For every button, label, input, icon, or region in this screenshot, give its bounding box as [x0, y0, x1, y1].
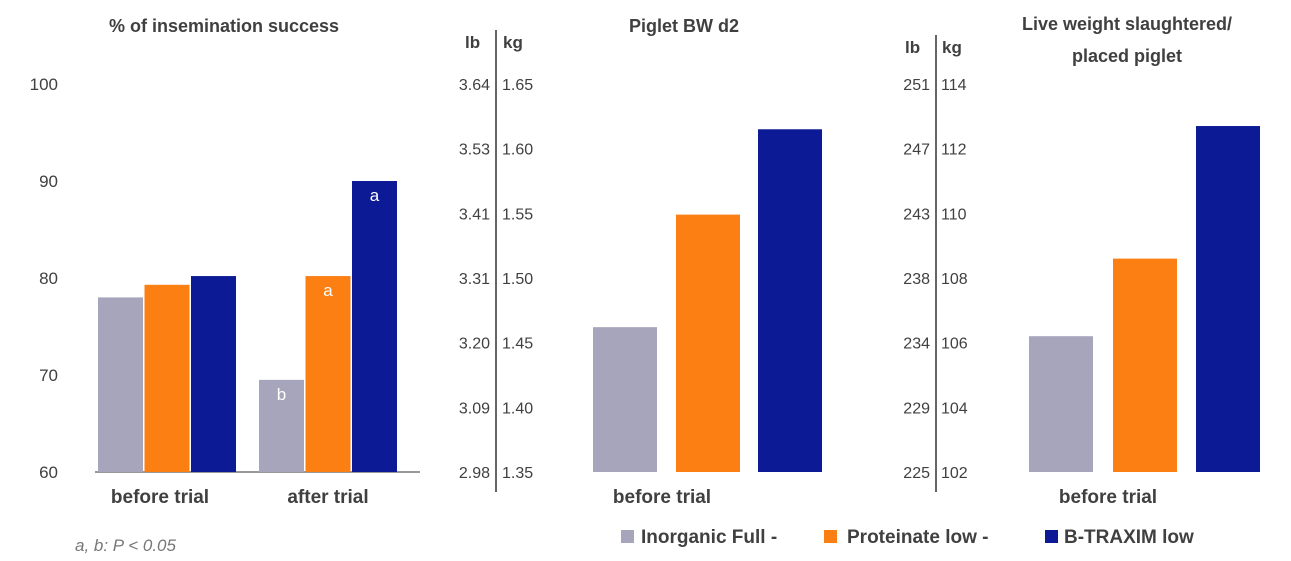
significance-letter: a [370, 186, 380, 205]
piglet-bw-chart: lb kg Piglet BW d2 2.98 1.35 3.09 1.40 3.20 1… [459, 16, 822, 508]
bar [352, 181, 397, 472]
y-tick-label-kg: 1.60 [502, 142, 533, 159]
y-tick-label-lb: 234 [903, 336, 930, 353]
bar [259, 379, 304, 472]
y-tick-label-kg: 102 [941, 465, 968, 482]
significance-letter: a [323, 281, 333, 300]
piglet-bw-kg-unit: kg [503, 33, 523, 52]
insemination-chart: % of insemination success 60 70 80 90 100 b a… [30, 16, 420, 555]
y-tick-label-lb: 229 [903, 400, 930, 417]
legend-label-proteinate: Proteinate low - [847, 527, 988, 548]
live-weight-category-label: before trial [1059, 487, 1157, 508]
live-weight-bars [1029, 126, 1260, 473]
insemination-category-label: after trial [287, 487, 368, 508]
y-tick-label-lb: 251 [903, 77, 930, 94]
y-tick-label: 70 [39, 366, 58, 385]
bar [191, 276, 236, 472]
y-tick-label-kg: 108 [941, 271, 968, 288]
y-tick-label-kg: 112 [941, 142, 967, 159]
y-tick-label-lb: 225 [903, 465, 930, 482]
y-tick-label-lb: 3.64 [459, 77, 490, 94]
y-tick-label-kg: 1.35 [502, 465, 533, 482]
y-tick-label-lb: 243 [903, 206, 930, 223]
piglet-bw-chart-title: Piglet BW d2 [629, 16, 739, 36]
bar [593, 327, 657, 472]
y-tick-label-lb: 3.31 [459, 271, 490, 288]
bar [98, 297, 143, 472]
legend-label-btraxim: B-TRAXIM low [1064, 527, 1194, 548]
y-tick-label-lb: 247 [903, 142, 930, 159]
live-weight-kg-unit: kg [942, 38, 962, 57]
y-tick-label: 60 [39, 463, 58, 482]
legend: Inorganic Full - Proteinate low - B-TRAX… [621, 527, 1194, 548]
y-tick-label-kg: 1.50 [502, 271, 533, 288]
significance-letter: b [277, 385, 286, 404]
legend-swatch-inorganic [621, 530, 634, 543]
piglet-bw-y-ticks: 2.98 1.35 3.09 1.40 3.20 1.45 3.31 1.50 3.41 1.55… [459, 77, 533, 482]
y-tick-label-kg: 1.65 [502, 77, 533, 94]
legend-label-inorganic: Inorganic Full - [641, 527, 777, 548]
legend-swatch-btraxim [1045, 530, 1058, 543]
insemination-y-ticks: 60 70 80 90 100 [30, 75, 58, 482]
legend-swatch-proteinate [824, 530, 837, 543]
bar [144, 284, 190, 472]
live-weight-chart-title: placed piglet [1072, 46, 1182, 66]
bar [305, 276, 351, 472]
bar [758, 129, 822, 472]
y-tick-label: 80 [39, 269, 58, 288]
y-tick-label-kg: 114 [941, 77, 967, 94]
y-tick-label-lb: 2.98 [459, 465, 490, 482]
y-tick-label-lb: 3.20 [459, 336, 490, 353]
y-tick-label-lb: 3.09 [459, 400, 490, 417]
insemination-chart-title: % of insemination success [109, 16, 339, 36]
bar [1113, 258, 1177, 472]
insemination-category-label: before trial [111, 487, 209, 508]
y-tick-label-kg: 1.45 [502, 336, 533, 353]
piglet-bw-bars [593, 129, 822, 473]
y-tick-label-kg: 1.55 [502, 206, 533, 223]
piglet-bw-category-label: before trial [613, 487, 711, 508]
bar [1029, 336, 1093, 472]
y-tick-label-lb: 3.41 [459, 206, 490, 223]
y-tick-label-kg: 106 [941, 336, 968, 353]
live-weight-chart: lb kg Live weight slaughtered/ placed pi… [903, 14, 1260, 508]
insemination-bars: b a a [98, 181, 397, 472]
y-tick-label-lb: 238 [903, 271, 930, 288]
y-tick-label: 90 [39, 172, 58, 191]
y-tick-label: 100 [30, 75, 58, 94]
y-tick-label-kg: 1.40 [502, 400, 533, 417]
bar [676, 214, 740, 473]
bar [1196, 126, 1260, 473]
y-tick-label-lb: 3.53 [459, 142, 490, 159]
y-tick-label-kg: 104 [941, 400, 968, 417]
live-weight-chart-title: Live weight slaughtered/ [1022, 14, 1232, 34]
live-weight-lb-unit: lb [905, 38, 920, 57]
y-tick-label-kg: 110 [941, 206, 967, 223]
live-weight-y-ticks: 225 102 229 104 234 106 238 108 243 110 247 112 251 1… [903, 77, 968, 482]
significance-footnote: a, b: P < 0.05 [75, 536, 177, 555]
piglet-bw-lb-unit: lb [465, 33, 480, 52]
